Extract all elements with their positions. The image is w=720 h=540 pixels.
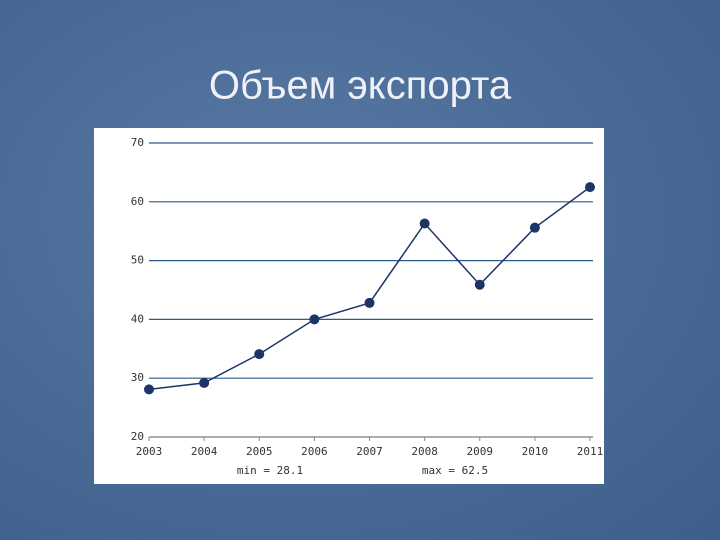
data-point [199, 377, 210, 388]
x-tick-label: 2006 [301, 445, 328, 458]
y-tick-label: 50 [131, 254, 144, 267]
data-point [474, 279, 485, 290]
chart-panel [94, 128, 604, 484]
x-tick-label: 2007 [356, 445, 383, 458]
annotation: min = 28.1 [237, 464, 303, 477]
data-point [144, 384, 154, 395]
y-tick-label: 20 [131, 430, 144, 443]
y-tick-label: 30 [131, 371, 144, 384]
annotation: max = 62.5 [422, 464, 488, 477]
slide-title: Объем экспорта [209, 64, 512, 108]
data-point [309, 314, 320, 325]
y-tick-label: 60 [131, 195, 144, 208]
x-tick-label: 2003 [136, 445, 163, 458]
data-point [585, 182, 595, 193]
y-tick-label: 40 [131, 312, 144, 325]
data-point [419, 218, 430, 229]
x-tick-label: 2010 [522, 445, 549, 458]
x-tick-label: 2004 [191, 445, 218, 458]
x-tick-label: 2011 [577, 445, 604, 458]
x-tick-label: 2009 [467, 445, 494, 458]
data-point [254, 349, 265, 360]
data-point [529, 222, 540, 233]
x-tick-label: 2005 [246, 445, 273, 458]
x-tick-label: 2008 [411, 445, 438, 458]
data-point [364, 297, 375, 308]
y-tick-label: 70 [131, 136, 144, 149]
